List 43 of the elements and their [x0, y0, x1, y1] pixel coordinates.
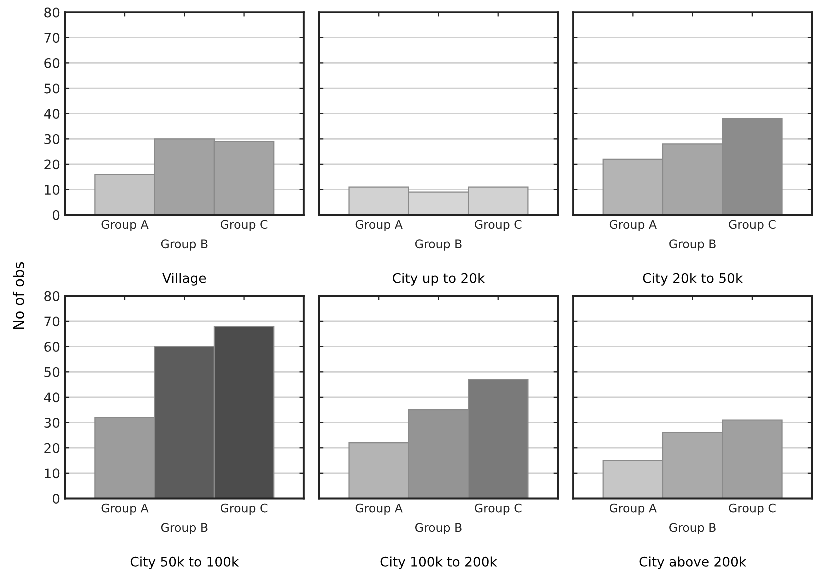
x-axis-title: City up to 20k	[393, 273, 486, 286]
x-tick-label: Group B	[416, 240, 462, 251]
x-tick-label: Group A	[102, 220, 149, 232]
x-tick-label: Group B	[670, 240, 716, 251]
y-tick-label: 50	[44, 84, 60, 94]
y-tick-label: 30	[44, 418, 60, 428]
y-tick-label: 70	[44, 33, 60, 44]
x-tick-label: Group B	[161, 523, 208, 534]
y-tick-label: 0	[52, 494, 60, 504]
y-tick-label: 80	[44, 291, 60, 302]
y-axis-title: No of obs	[13, 262, 24, 330]
x-tick-label: Group A	[102, 504, 149, 516]
y-tick-label: 40	[44, 109, 60, 120]
x-tick-label: Group B	[416, 523, 462, 534]
y-tick-label: 60	[44, 58, 60, 68]
y-tick-label: 60	[44, 342, 60, 352]
x-axis-title: Village	[162, 273, 206, 286]
x-tick-label: Group A	[356, 504, 403, 516]
y-tick-label: 10	[45, 468, 60, 479]
y-tick-label: 0	[52, 210, 60, 220]
y-tick-label: 30	[44, 134, 60, 144]
x-axis-title: City 50k to 100k	[130, 556, 240, 570]
x-tick-label: Group C	[729, 220, 776, 232]
x-axis-title: City 100k to 200k	[380, 556, 498, 570]
x-axis-title: City 20k to 50k	[643, 273, 744, 286]
x-tick-label: Group A	[356, 220, 403, 232]
x-tick-label: Group C	[220, 504, 268, 516]
y-tick-label: 80	[44, 8, 60, 18]
y-tick-label: 50	[44, 367, 60, 378]
y-tick-label: 20	[44, 160, 60, 170]
x-tick-label: Group C	[220, 220, 268, 232]
x-tick-label: Group C	[475, 504, 522, 516]
y-tick-label: 40	[44, 392, 60, 403]
y-tick-label: 70	[44, 316, 60, 327]
y-tick-label: 20	[44, 443, 60, 454]
x-tick-label: Group A	[610, 504, 657, 516]
x-tick-label: Group A	[610, 220, 657, 232]
x-tick-label: Group B	[161, 240, 208, 251]
x-axis-title: City above 200k	[640, 556, 747, 570]
x-tick-label: Group C	[729, 504, 776, 516]
x-tick-label: Group B	[670, 523, 716, 534]
x-tick-label: Group C	[475, 220, 522, 232]
y-tick-label: 10	[45, 185, 60, 196]
